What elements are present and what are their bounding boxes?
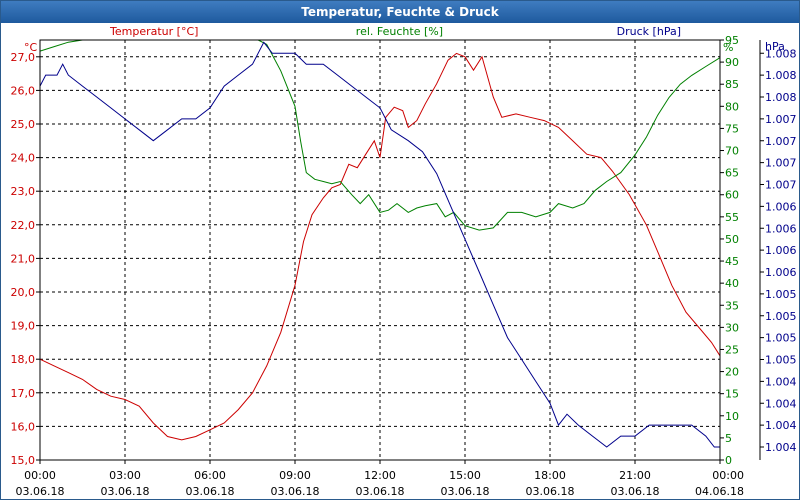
time-tick-label: 03:00 [109, 469, 141, 482]
date-tick-label: 03.06.18 [16, 485, 65, 498]
pressure-tick-label: 1.005 [765, 332, 797, 345]
plot-frame [39, 39, 761, 461]
temperature-tick-label: 25,0 [11, 118, 36, 131]
pressure-tick-label: 1.007 [765, 179, 797, 192]
time-tick-label: 00:00 [24, 469, 56, 482]
pressure-axis: 1.004 1.004 1.004 1.004 1.005 1.005 1.005 1.005… [760, 40, 797, 454]
pressure-tick-label: 1.005 [765, 310, 797, 323]
humidity-axis: 0 5 10 15 20 25 30 35 40 45 50 55 60 65 70 75 80 85 90 95% [720, 34, 739, 467]
humidity-tick-label: 60 [725, 189, 739, 202]
pressure-tick-label: 1.005 [765, 354, 797, 367]
pressure-tick-label: 1.006 [765, 222, 797, 235]
humidity-tick-label: 25 [725, 343, 739, 356]
date-tick-label: 03.06.18 [101, 485, 150, 498]
pressure-tick-label: 1.008 [765, 69, 797, 82]
pressure-tick-label: 1.006 [765, 200, 797, 213]
series-labels: Temperatur [°C] rel. Feuchte [%] Druck [hP… [109, 25, 681, 38]
temperature-tick-label: 15,0 [11, 454, 36, 467]
humidity-tick-label: 20 [725, 366, 739, 379]
pressure-tick-label: 1.007 [765, 113, 797, 126]
time-axis: 00:00 03.06.18 03:00 03.06.18 06:00 03.06.18 0… [16, 460, 744, 498]
grid [40, 40, 720, 460]
humidity-tick-label: 85 [725, 78, 739, 91]
humidity-tick-label: 80 [725, 100, 739, 113]
humidity-tick-label: 0 [725, 454, 732, 467]
temperature-tick-label: 20,0 [11, 286, 36, 299]
date-tick-label: 04.06.18 [695, 485, 744, 498]
humidity-tick-label: 65 [725, 167, 739, 180]
humidity-tick-label: 55 [725, 211, 739, 224]
temperature-axis: 15,0 16,0 17,0 18,0 19,0 20,0 21,0 22,0 23,0 24,0… [11, 41, 40, 467]
pressure-tick-label: 1.007 [765, 157, 797, 170]
humidity-tick-label: 95 [725, 34, 739, 47]
temperature-tick-label: 23,0 [11, 185, 36, 198]
humidity-tick-label: 10 [725, 410, 739, 423]
date-tick-label: 03.06.18 [356, 485, 405, 498]
time-tick-label: 06:00 [194, 469, 226, 482]
pressure-tick-label: 1.004 [765, 375, 797, 388]
humidity-tick-label: 40 [725, 277, 739, 290]
temperature-tick-label: 16,0 [11, 420, 36, 433]
humidity-tick-label: 90 [725, 56, 739, 69]
humidity-unit: % [723, 41, 733, 54]
date-tick-label: 03.06.18 [526, 485, 575, 498]
pressure-tick-label: 1.004 [765, 419, 797, 432]
series-line-humidity [39, 39, 721, 231]
temperature-tick-label: 21,0 [11, 252, 36, 265]
pressure-tick-label: 1.008 [765, 47, 797, 60]
time-tick-label: 18:00 [534, 469, 566, 482]
pressure-tick-label: 1.005 [765, 288, 797, 301]
humidity-tick-label: 50 [725, 233, 739, 246]
window-title: Temperatur, Feuchte & Druck [301, 5, 499, 19]
date-tick-label: 03.06.18 [441, 485, 490, 498]
temperature-unit: °C [24, 41, 38, 54]
temperature-tick-label: 17,0 [11, 387, 36, 400]
series-label-pressure: Druck [hPa] [617, 25, 681, 38]
temperature-tick-label: 24,0 [11, 152, 36, 165]
temperature-tick-label: 26,0 [11, 84, 36, 97]
series-label-humidity: rel. Feuchte [%] [356, 25, 443, 38]
pressure-tick-label: 1.006 [765, 266, 797, 279]
date-tick-label: 03.06.18 [611, 485, 660, 498]
temperature-tick-label: 22,0 [11, 219, 36, 232]
title-bar[interactable]: Temperatur, Feuchte & Druck [1, 1, 799, 23]
pressure-tick-label: 1.008 [765, 91, 797, 104]
time-tick-label: 15:00 [449, 469, 481, 482]
series-line-pressure [39, 41, 720, 448]
humidity-tick-label: 5 [725, 432, 732, 445]
humidity-tick-label: 35 [725, 299, 739, 312]
temperature-tick-label: 19,0 [11, 320, 36, 333]
humidity-tick-label: 75 [725, 122, 739, 135]
time-tick-label: 09:00 [279, 469, 311, 482]
pressure-tick-label: 1.004 [765, 397, 797, 410]
pressure-tick-label: 1.007 [765, 135, 797, 148]
humidity-tick-label: 30 [725, 321, 739, 334]
time-tick-label: 00:00 [712, 469, 744, 482]
pressure-tick-label: 1.006 [765, 244, 797, 257]
series-line-temperature [39, 52, 721, 441]
humidity-tick-label: 15 [725, 388, 739, 401]
date-tick-label: 03.06.18 [271, 485, 320, 498]
time-tick-label: 12:00 [364, 469, 396, 482]
temperature-tick-label: 18,0 [11, 353, 36, 366]
pressure-unit: hPa [765, 40, 785, 53]
date-tick-label: 03.06.18 [186, 485, 235, 498]
pressure-tick-label: 1.004 [765, 441, 797, 454]
temperature-tick-label: 27,0 [11, 51, 36, 64]
time-tick-label: 21:00 [619, 469, 651, 482]
humidity-tick-label: 70 [725, 145, 739, 158]
series-label-temperature: Temperatur [°C] [109, 25, 198, 38]
humidity-tick-label: 45 [725, 255, 739, 268]
